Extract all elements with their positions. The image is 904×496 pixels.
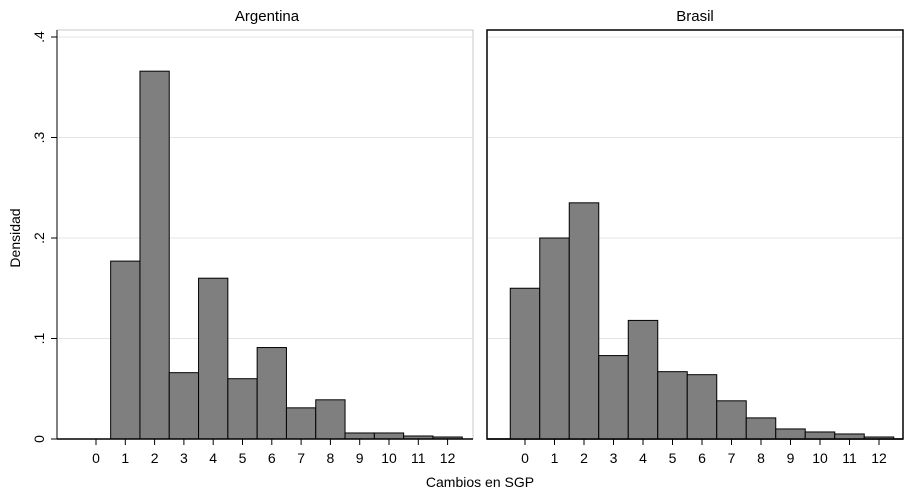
bars-layer: [110, 70, 895, 440]
x-tick-label: 3: [610, 450, 618, 466]
x-tick-label: 4: [209, 450, 217, 466]
grid-layer: [58, 36, 902, 339]
x-tick-label: 12: [440, 450, 456, 466]
bar-argentina-5: [227, 378, 258, 440]
x-tick-label: 12: [871, 450, 887, 466]
bar-argentina-8: [315, 399, 346, 440]
bar-argentina-2: [139, 70, 170, 440]
x-tick-label: 4: [639, 450, 647, 466]
panel-title-brasil: Brasil: [676, 8, 714, 25]
x-tick-label: 9: [356, 450, 364, 466]
y-tick-label: .2: [31, 232, 47, 244]
x-tick-label: 8: [757, 450, 765, 466]
x-tick-label: 9: [787, 450, 795, 466]
bar-argentina-4: [198, 277, 229, 440]
x-tick-label: 6: [268, 450, 276, 466]
x-tick-label: 0: [92, 450, 100, 466]
x-tick-label: 2: [580, 450, 588, 466]
ticks-layer: .4.3.2.100 1 2 3 4 5 6 7 8 9 10 11 12 0 1 2 3 4 5 6 7 8 9 10 11 1…: [31, 31, 903, 466]
bar-argentina-3: [168, 372, 200, 440]
y-tick-label: .4: [31, 31, 47, 43]
y-tick-label: 0: [31, 435, 47, 443]
bar-brasil-7: [716, 400, 747, 440]
bar-brasil-6: [686, 374, 718, 440]
bar-argentina-1: [110, 260, 141, 440]
x-tick-label: 10: [812, 450, 828, 466]
x-tick-label: 11: [411, 450, 426, 466]
x-tick-label: 8: [327, 450, 335, 466]
x-tick-label: 1: [121, 450, 129, 466]
bar-argentina-7: [285, 407, 317, 440]
x-tick-label: 7: [297, 450, 305, 466]
x-tick-label: 0: [521, 450, 529, 466]
panel-title-argentina: Argentina: [235, 8, 300, 25]
bar-argentina-9: [344, 432, 375, 440]
x-tick-label: 7: [728, 450, 736, 466]
y-axis-title: Densidad: [7, 208, 23, 267]
x-tick-label: 11: [842, 450, 857, 466]
bar-brasil-2: [568, 202, 600, 440]
bar-brasil-3: [598, 355, 629, 440]
bar-brasil-9: [775, 428, 806, 440]
bar-brasil-0: [509, 287, 541, 440]
x-tick-label: 6: [698, 450, 706, 466]
bar-brasil-4: [627, 319, 659, 440]
x-tick-label: 5: [239, 450, 247, 466]
bar-brasil-10: [804, 431, 836, 440]
x-tick-label: 10: [381, 450, 397, 466]
x-tick-label: 1: [551, 450, 559, 466]
x-tick-label: 5: [669, 450, 677, 466]
bar-brasil-11: [834, 433, 865, 440]
x-tick-label: 2: [151, 450, 159, 466]
x-axis-title: Cambios en SGP: [426, 474, 534, 490]
bar-argentina-10: [373, 432, 405, 440]
x-tick-label: 3: [180, 450, 188, 466]
bar-brasil-5: [657, 371, 688, 440]
bar-brasil-8: [745, 417, 777, 440]
bar-argentina-6: [256, 347, 287, 440]
y-tick-label: .1: [31, 332, 47, 344]
y-tick-label: .3: [31, 131, 47, 143]
bar-brasil-1: [539, 237, 570, 440]
